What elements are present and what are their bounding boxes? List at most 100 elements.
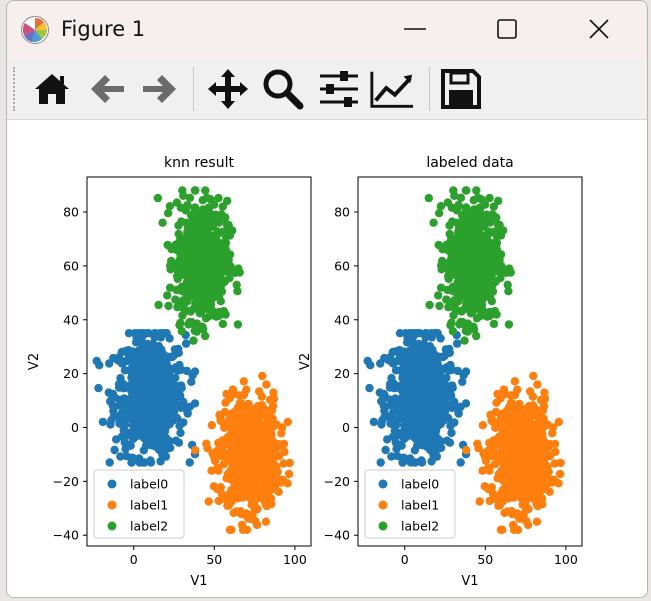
data-point-label1 <box>479 449 488 458</box>
data-point-label1 <box>462 446 471 455</box>
figure-window: Figure 1 <box>6 0 648 598</box>
data-point-label2 <box>473 235 482 244</box>
data-point-label2 <box>499 226 508 235</box>
edit-axes-button[interactable] <box>369 65 415 113</box>
x-tick-label: 50 <box>477 552 493 567</box>
data-point-label0 <box>185 458 194 467</box>
data-point-label1 <box>548 423 558 432</box>
data-point-label2 <box>438 245 447 254</box>
data-point-label2 <box>205 311 214 321</box>
data-point-label0 <box>155 382 164 392</box>
data-point-label1 <box>266 494 276 503</box>
configure-subplots-button[interactable] <box>316 65 362 113</box>
data-point-label2 <box>190 203 200 212</box>
data-point-label1 <box>236 438 245 448</box>
data-point-label1 <box>495 455 504 464</box>
data-point-label1 <box>527 429 536 438</box>
zoom-button[interactable] <box>260 65 306 113</box>
legend: label0 label1 label2 <box>364 469 456 539</box>
data-point-label1 <box>279 459 288 468</box>
data-point-label0 <box>429 444 438 453</box>
data-point-label1 <box>523 408 532 417</box>
data-point-label2 <box>183 201 193 211</box>
data-point-label1 <box>236 399 246 408</box>
data-point-label2 <box>444 274 453 284</box>
data-point-label0 <box>151 366 161 375</box>
y-tick-label: 20 <box>334 366 350 381</box>
data-point-label2 <box>488 287 498 296</box>
data-point-label1 <box>237 471 246 481</box>
data-point-label2 <box>209 200 219 209</box>
data-point-label0 <box>442 436 452 445</box>
home-button[interactable] <box>29 65 75 113</box>
data-point-label2 <box>503 280 512 289</box>
data-point-label1 <box>224 455 233 464</box>
data-point-label0 <box>165 437 174 446</box>
y-tick-label: 80 <box>334 205 350 220</box>
data-point-label1 <box>269 394 279 404</box>
data-point-label0 <box>141 361 150 371</box>
data-point-label0 <box>115 419 124 428</box>
data-point-label2 <box>185 193 195 202</box>
data-point-label2 <box>472 186 481 195</box>
data-point-label1 <box>502 410 511 419</box>
data-point-label2 <box>493 220 503 229</box>
data-point-label0 <box>436 334 445 343</box>
data-point-label2 <box>475 211 485 220</box>
data-point-label0 <box>366 361 375 370</box>
maximize-button[interactable] <box>484 9 530 49</box>
data-point-label2 <box>212 240 221 250</box>
data-point-label2 <box>222 220 232 229</box>
data-point-label2 <box>202 193 212 202</box>
legend: label0 label1 label2 <box>93 469 185 539</box>
legend-marker-label1 <box>378 500 388 510</box>
close-icon <box>589 19 609 39</box>
scatter-plot-1: knn result 0 50 100 80 60 40 20 0 −20 −40 V1 V2 label… <box>27 155 312 589</box>
minimize-button[interactable] <box>392 9 438 49</box>
data-point-label1 <box>254 438 263 447</box>
data-point-label0 <box>406 367 415 377</box>
y-axis-label: V2 <box>27 353 42 370</box>
data-point-label2 <box>179 287 188 296</box>
data-point-label0 <box>376 458 385 467</box>
data-point-label0 <box>412 397 421 407</box>
data-point-label1 <box>191 446 200 455</box>
pan-button[interactable] <box>205 65 251 113</box>
points-layer <box>363 186 565 534</box>
data-point-label2 <box>448 217 457 226</box>
data-point-label2 <box>187 287 196 296</box>
data-point-label1 <box>256 470 266 479</box>
data-point-label0 <box>417 458 427 467</box>
data-point-label1 <box>473 439 482 448</box>
data-point-label2 <box>464 255 473 264</box>
legend-label: label2 <box>130 519 168 534</box>
close-button[interactable] <box>576 9 622 49</box>
figure-canvas: knn result 0 50 100 80 60 40 20 0 −20 −40 V1 V2 label… <box>7 120 647 597</box>
axes-frame <box>357 176 583 547</box>
data-point-label1 <box>505 448 514 457</box>
save-button[interactable] <box>438 65 484 113</box>
data-point-label0 <box>142 441 151 450</box>
data-point-label1 <box>528 450 537 459</box>
data-point-label1 <box>513 488 522 497</box>
back-button[interactable] <box>84 65 130 113</box>
data-point-label2 <box>480 200 490 209</box>
forward-button[interactable] <box>137 65 183 113</box>
data-point-label1 <box>529 371 538 381</box>
data-point-label2 <box>158 218 167 227</box>
data-point-label1 <box>555 469 565 479</box>
data-point-label0 <box>402 414 411 423</box>
data-point-label0 <box>120 430 129 439</box>
data-point-label0 <box>426 382 435 392</box>
data-point-label1 <box>533 380 542 389</box>
data-point-label0 <box>159 350 168 359</box>
x-tick-label: 0 <box>401 552 409 567</box>
data-point-label2 <box>173 274 182 284</box>
data-point-label0 <box>106 420 115 429</box>
data-point-label2 <box>187 317 196 327</box>
data-point-label1 <box>207 466 216 475</box>
data-point-label1 <box>525 438 534 447</box>
data-point-label2 <box>449 242 458 251</box>
data-point-label1 <box>242 385 251 394</box>
